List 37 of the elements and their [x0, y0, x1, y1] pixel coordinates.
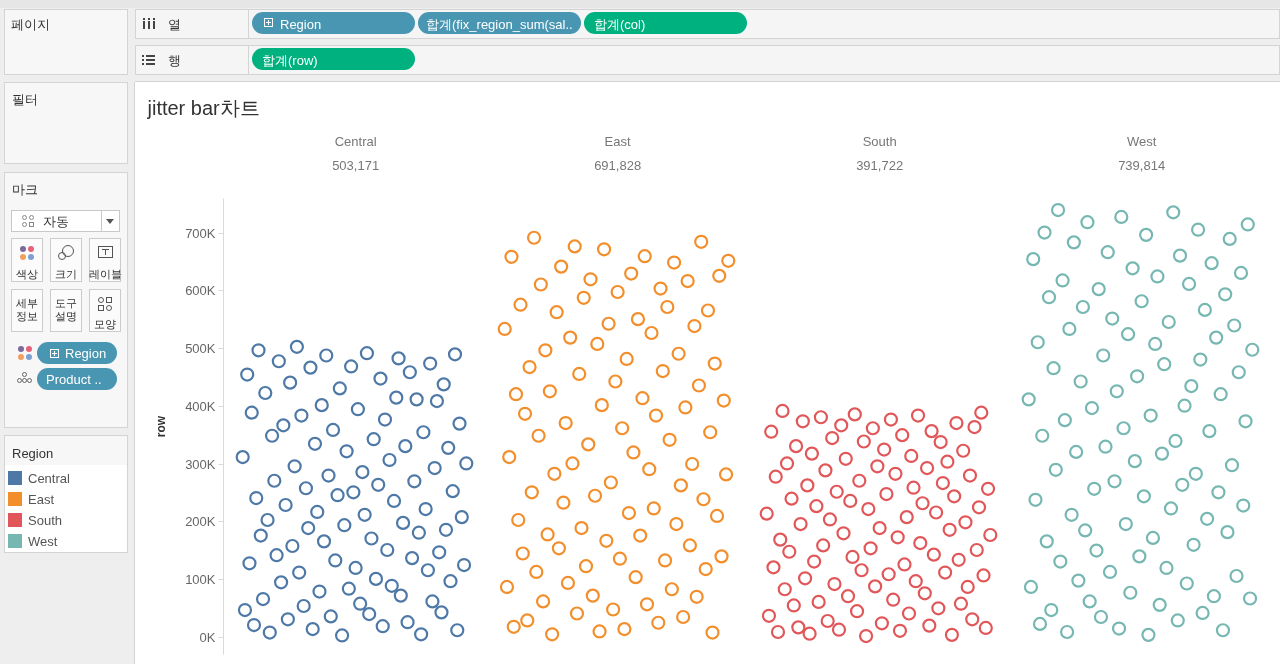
text: 자동: [43, 213, 70, 231]
text: 페이지: [11, 16, 51, 34]
text: 도구 설명: [54, 297, 78, 323]
text: 세부 정보: [15, 297, 39, 323]
text: 열: [168, 16, 182, 34]
legend-title: Region: [12, 445, 55, 463]
x-tick-label: East 691,828: [594, 133, 642, 173]
y-tick-label: 500K: [185, 341, 216, 357]
legend-label: Central: [28, 470, 71, 488]
y-tick-label: 0K: [199, 629, 216, 645]
text: 필터: [12, 91, 39, 109]
legend-label: East: [28, 491, 55, 509]
x-tick-label: West 739,814: [1118, 133, 1166, 173]
text: Region: [280, 16, 323, 34]
text: 모양: [93, 317, 117, 332]
chart-title: jitter bar차트: [146, 96, 260, 119]
text: 마크: [12, 181, 39, 199]
y-axis-title: row: [154, 415, 169, 438]
text: Region: [65, 345, 108, 363]
text: 합계(fix_region_sum(sal..: [426, 16, 574, 34]
text: 레이블: [87, 267, 123, 282]
y-tick-label: 200K: [185, 514, 216, 530]
text: 색상: [15, 267, 39, 282]
y-tick-label: 400K: [185, 398, 216, 414]
text: 크기: [54, 267, 78, 282]
y-tick-label: 300K: [185, 456, 216, 472]
x-tick-label: South 391,722: [856, 133, 904, 173]
y-tick-label: 600K: [185, 283, 216, 299]
legend-label: South: [28, 512, 63, 530]
y-tick-label: 700K: [185, 225, 216, 241]
x-tick-label: Central 503,171: [332, 133, 380, 173]
text: Product ..: [46, 371, 103, 389]
y-tick-label: 100K: [185, 571, 216, 587]
text: 합계(row): [262, 52, 319, 70]
legend-label: West: [28, 533, 59, 551]
text: 합계(col): [594, 16, 647, 34]
text: 행: [168, 52, 182, 70]
